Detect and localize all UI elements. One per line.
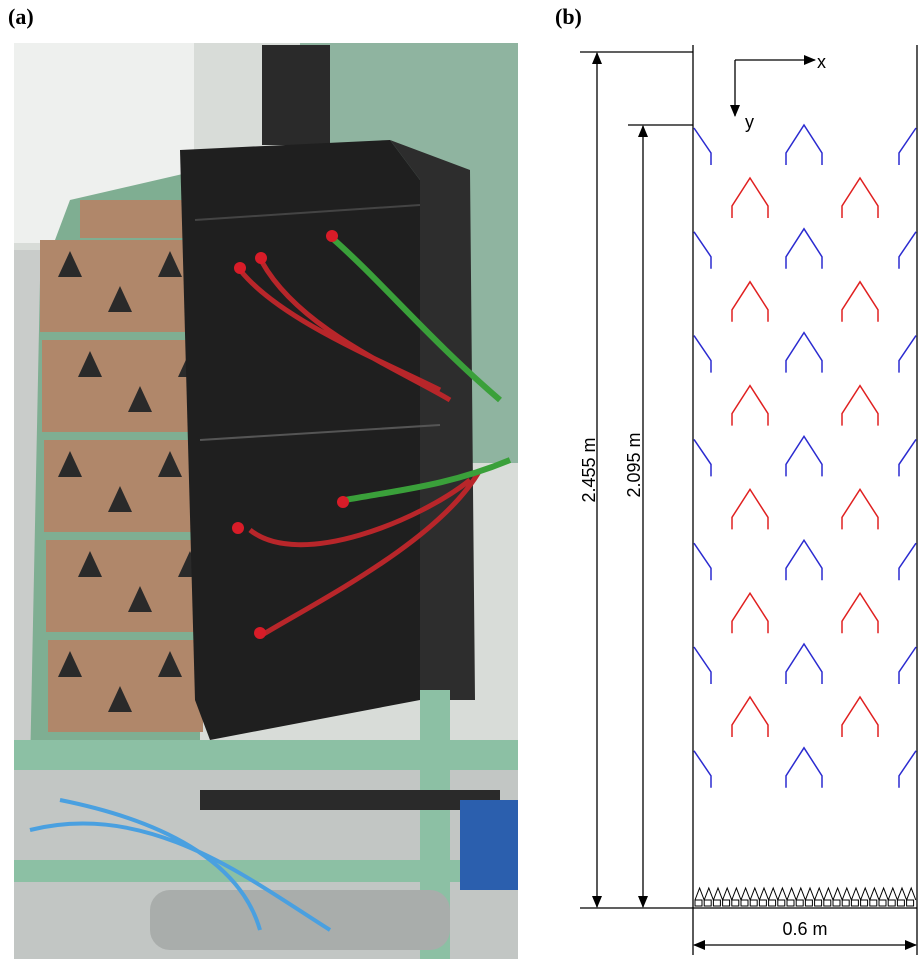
distributor-cell <box>732 900 739 906</box>
duct <box>694 439 711 476</box>
dimension-label: 0.6 m <box>782 919 827 939</box>
distributor-cell <box>741 900 748 906</box>
grain-panel <box>46 540 201 632</box>
distributor <box>695 888 916 900</box>
diagram: 2.455 m 2.095 m 0.6 m x y <box>579 45 917 955</box>
dimension-label: 2.455 m <box>579 437 599 502</box>
duct <box>732 593 768 633</box>
duct <box>694 128 711 165</box>
axis-label: y <box>745 112 754 132</box>
distributor-cell <box>824 900 831 906</box>
grain-panel <box>40 240 195 332</box>
duct <box>694 232 711 269</box>
distributor-cell <box>759 900 766 906</box>
distributor-cell <box>897 900 904 906</box>
distributor-cell <box>750 900 757 906</box>
distributor-cell <box>805 900 812 906</box>
distributor-cell <box>907 900 914 906</box>
duct <box>732 282 768 322</box>
axis-label: x <box>817 52 826 72</box>
duct <box>842 282 878 322</box>
duct <box>899 543 916 580</box>
distributor-cell <box>851 900 858 906</box>
figure: (a) (b) <box>0 0 923 959</box>
duct <box>899 336 916 373</box>
distributor-cell <box>888 900 895 906</box>
duct <box>786 333 822 373</box>
duct <box>694 647 711 684</box>
distributor-cell <box>796 900 803 906</box>
distributor-cell <box>815 900 822 906</box>
duct <box>786 125 822 165</box>
distributor-cell <box>879 900 886 906</box>
distributor-cell <box>833 900 840 906</box>
distributor-cell <box>769 900 776 906</box>
distributor-cell <box>704 900 711 906</box>
duct <box>842 593 878 633</box>
duct <box>842 489 878 529</box>
dimension-label: 2.095 m <box>624 432 644 497</box>
grain-panel <box>44 440 199 532</box>
distributor-cell <box>870 900 877 906</box>
duct <box>786 644 822 684</box>
distributor-cell <box>842 900 849 906</box>
duct <box>732 178 768 218</box>
panel-label: (a) <box>8 4 34 29</box>
duct <box>732 386 768 426</box>
distributor-cell <box>713 900 720 906</box>
distributor-cell <box>723 900 730 906</box>
duct <box>694 751 711 788</box>
panel-label: (b) <box>555 4 582 29</box>
duct <box>899 128 916 165</box>
duct <box>899 232 916 269</box>
distributor-cell <box>778 900 785 906</box>
distributor-cell <box>787 900 794 906</box>
duct <box>694 336 711 373</box>
duct <box>842 178 878 218</box>
duct <box>732 489 768 529</box>
duct <box>786 540 822 580</box>
duct <box>786 229 822 269</box>
grain-panel <box>80 200 195 238</box>
duct <box>694 543 711 580</box>
duct <box>732 697 768 737</box>
duct <box>899 751 916 788</box>
duct <box>842 697 878 737</box>
duct <box>786 436 822 476</box>
distributor-cell <box>861 900 868 906</box>
distributor-cell <box>695 900 702 906</box>
grain-panel <box>42 340 197 432</box>
photo <box>14 43 518 959</box>
duct <box>842 386 878 426</box>
duct <box>899 647 916 684</box>
duct <box>899 439 916 476</box>
duct <box>786 748 822 788</box>
